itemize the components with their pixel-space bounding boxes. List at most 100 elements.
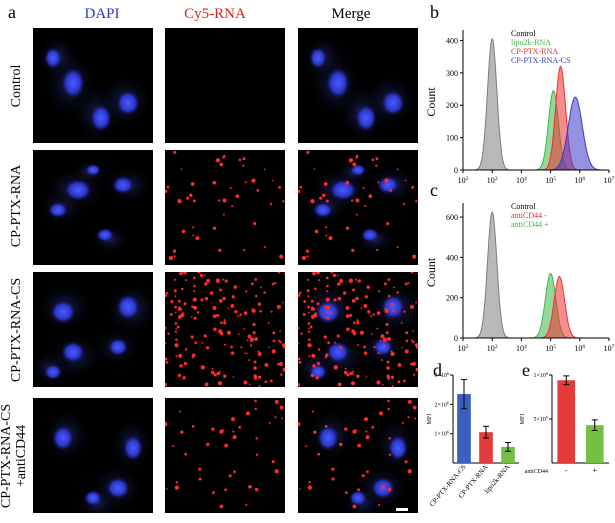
rna-signal-dot	[232, 376, 235, 378]
rna-signal-dot	[355, 198, 360, 203]
rna-signal-dot	[267, 321, 270, 324]
rna-signal-dot	[339, 442, 343, 447]
rna-signal-dot	[253, 366, 257, 370]
rna-signal-dot	[251, 178, 256, 183]
nucleus	[112, 176, 134, 194]
rna-signal-dot	[350, 199, 354, 202]
rna-signal-dot	[181, 229, 186, 234]
rna-signal-dot	[385, 331, 389, 335]
rna-signal-dot	[415, 200, 418, 203]
rna-signal-dot	[219, 331, 224, 336]
rna-signal-dot	[238, 425, 242, 429]
rna-signal-dot	[307, 311, 310, 314]
rna-signal-dot	[352, 288, 356, 292]
rna-signal-dot	[165, 361, 169, 364]
rna-signal-dot	[247, 334, 252, 339]
rna-signal-dot	[365, 430, 368, 433]
rna-signal-dot	[194, 341, 198, 345]
rna-signal-dot	[406, 331, 409, 335]
rna-signal-dot	[298, 293, 301, 298]
rna-signal-dot	[325, 226, 328, 229]
rna-signal-dot	[175, 480, 178, 484]
rna-signal-dot	[404, 179, 407, 182]
rna-signal-dot	[224, 343, 227, 346]
rna-signal-dot	[204, 296, 209, 301]
row-label-anticd44-line1: CP-PTX-RNA-CS	[0, 403, 14, 509]
rna-signal-dot	[316, 361, 321, 366]
rna-signal-dot	[306, 150, 310, 154]
rna-signal-dot	[396, 168, 399, 171]
rna-signal-dot	[212, 491, 215, 495]
rna-signal-dot	[250, 282, 254, 286]
y-tick-label: 400	[446, 36, 458, 45]
y-tick-label: 300	[446, 69, 458, 78]
rna-signal-dot	[263, 245, 266, 248]
rna-signal-dot	[174, 322, 178, 325]
rna-signal-dot	[242, 164, 245, 167]
rna-signal-dot	[165, 357, 168, 361]
rna-signal-dot	[264, 380, 268, 384]
rna-signal-dot	[273, 331, 276, 335]
rna-signal-dot	[213, 373, 217, 377]
bar--	[557, 380, 576, 463]
rna-signal-dot	[170, 300, 174, 304]
rna-signal-dot	[280, 373, 283, 376]
rna-signal-dot	[257, 302, 262, 306]
rna-signal-dot	[376, 248, 379, 252]
nucleus	[388, 435, 408, 461]
rna-signal-dot	[248, 484, 252, 489]
rna-signal-dot	[377, 352, 379, 354]
rna-signal-dot	[314, 312, 317, 315]
rna-signal-dot	[315, 376, 319, 380]
rna-signal-dot	[238, 158, 242, 162]
rna-signal-dot	[331, 467, 335, 471]
rna-signal-dot	[301, 255, 307, 261]
rna-signal-dot	[298, 357, 301, 361]
nucleus	[116, 90, 140, 116]
rna-signal-dot	[278, 361, 284, 366]
rna-signal-dot	[407, 469, 412, 474]
y-tick-label: 5×105	[534, 415, 548, 424]
rna-signal-dot	[257, 375, 262, 379]
rna-signal-dot	[222, 296, 226, 301]
rna-signal-dot	[277, 272, 281, 274]
image-tile-control-dapi	[33, 28, 153, 143]
rna-signal-dot	[192, 234, 195, 237]
rna-signal-dot	[308, 355, 311, 358]
image-tile-control-merge	[298, 28, 418, 143]
nucleus	[355, 104, 377, 132]
rna-signal-dot	[302, 312, 306, 316]
rna-signal-dot	[308, 480, 311, 484]
rna-signal-dot	[396, 291, 399, 294]
rna-signal-dot	[381, 484, 385, 489]
nucleus	[50, 300, 76, 324]
nucleus	[84, 490, 102, 506]
rna-signal-dot	[310, 299, 314, 303]
rna-signal-dot	[168, 255, 174, 261]
row-label-cp-ptx-rna-cs-text: CP-PTX-RNA-CS	[9, 277, 24, 383]
rna-signal-dot	[413, 373, 416, 376]
rna-signal-dot	[387, 407, 390, 411]
rna-signal-dot	[378, 352, 381, 355]
legend-entry: Control	[511, 202, 536, 211]
rna-signal-dot	[325, 234, 328, 237]
x-tick-label: 104	[516, 344, 527, 353]
rna-signal-dot	[282, 301, 284, 304]
rna-signal-dot	[412, 254, 417, 259]
nucleus	[44, 47, 62, 69]
rna-signal-dot	[244, 352, 246, 354]
rna-signal-dot	[415, 346, 418, 349]
rna-signal-dot	[299, 185, 303, 189]
rna-signal-dot	[311, 353, 316, 358]
rna-signal-dot	[400, 321, 403, 324]
rna-signal-dot	[379, 339, 382, 342]
row-label-anticd44-line2: +antiCD44	[14, 424, 29, 488]
rna-signal-dot	[328, 236, 333, 241]
rna-signal-dot	[306, 289, 310, 293]
rna-signal-dot	[305, 445, 308, 448]
rna-signal-dot	[376, 380, 381, 385]
rna-signal-dot	[312, 272, 316, 276]
rna-signal-dot	[252, 322, 256, 327]
rna-signal-dot	[249, 337, 255, 342]
rna-signal-dot	[334, 341, 337, 344]
